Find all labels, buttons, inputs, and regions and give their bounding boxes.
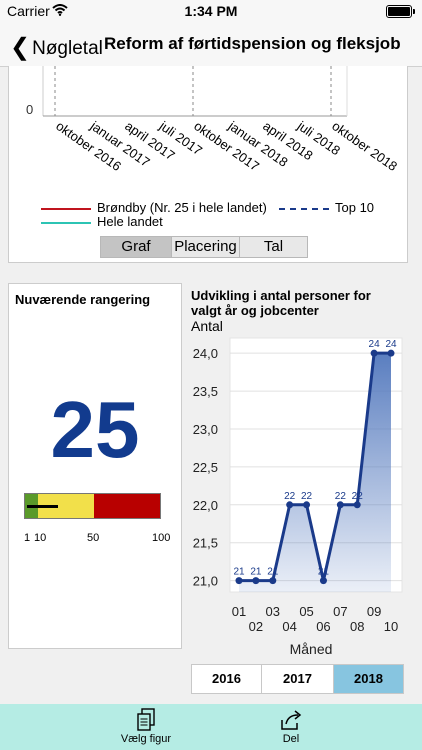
y-tick-label: 23,5 bbox=[193, 384, 218, 399]
legend-item-top10: Top 10 bbox=[279, 200, 374, 215]
scale-label-1: 1 bbox=[24, 532, 31, 544]
legend-label: Hele landet bbox=[97, 214, 163, 229]
ranking-value: 25 bbox=[50, 385, 140, 474]
tab-choose-figure[interactable]: Vælg figur bbox=[96, 706, 196, 745]
back-button[interactable]: ❮ Nøgletal bbox=[10, 32, 103, 61]
data-label: 24 bbox=[385, 339, 397, 350]
y-tick-label: 23,0 bbox=[193, 422, 218, 437]
scale-label-50: 50 bbox=[87, 532, 100, 544]
ranking-marker bbox=[27, 505, 58, 508]
legend-swatch-top10 bbox=[279, 207, 329, 210]
data-label: 24 bbox=[369, 339, 381, 350]
page-title: Reform af førtidspension og fleksjob bbox=[104, 34, 401, 53]
y-tick-label: 24,0 bbox=[193, 346, 218, 361]
legend-label: Brøndby (Nr. 25 i hele landet) bbox=[97, 200, 267, 215]
chart-y-label: Antal bbox=[191, 318, 223, 334]
navigation-bar: ❮ Nøgletal Reform af førtidspension og fl… bbox=[0, 22, 422, 67]
chart-title: Udvikling i antal personer for valgt år … bbox=[191, 288, 371, 318]
legend-item-brondby: Brøndby (Nr. 25 i hele landet) bbox=[41, 200, 267, 215]
data-point bbox=[353, 501, 361, 509]
scale-label-100: 100 bbox=[152, 532, 171, 544]
battery-icon bbox=[386, 5, 415, 18]
y-tick-label: 21,0 bbox=[193, 574, 218, 589]
data-label: 22 bbox=[352, 491, 364, 502]
legend-item-hele-landet: Hele landet bbox=[41, 214, 163, 229]
back-label: Nøgletal bbox=[32, 38, 103, 59]
legend-swatch-hele-landet bbox=[41, 221, 91, 224]
legend-swatch-brondby bbox=[41, 207, 91, 210]
x-tick-label: 09 bbox=[367, 604, 381, 619]
y-tick-label: 22,5 bbox=[193, 460, 218, 475]
tab-share[interactable]: Del bbox=[241, 706, 341, 745]
series-line bbox=[239, 351, 391, 583]
year-2016[interactable]: 2016 bbox=[191, 664, 262, 694]
x-tick-label: 06 bbox=[316, 619, 330, 634]
legend-label: Top 10 bbox=[335, 200, 375, 215]
top-chart-panel: 0 oktober 2016 januar 2017 april 2017 juli … bbox=[8, 66, 408, 263]
scale-label-10: 10 bbox=[34, 532, 47, 544]
data-point bbox=[370, 349, 378, 357]
data-label: 21 bbox=[318, 567, 330, 578]
zone-bottom bbox=[94, 494, 160, 518]
tab-label: Del bbox=[282, 733, 300, 745]
data-point bbox=[269, 577, 277, 585]
chevron-left-icon: ❮ bbox=[10, 34, 31, 61]
tab-tal[interactable]: Tal bbox=[239, 236, 308, 258]
data-point bbox=[319, 577, 327, 585]
x-tick-label: 05 bbox=[299, 604, 313, 619]
ranking-scale-bar bbox=[24, 493, 161, 519]
x-tick-label: 01 bbox=[232, 604, 246, 619]
tab-bar: Vælg figur Del bbox=[0, 704, 422, 750]
data-point bbox=[286, 501, 294, 509]
x-tick-label: 02 bbox=[249, 619, 263, 634]
carrier-label: Carrier bbox=[7, 3, 50, 19]
ranking-panel: Nuværende rangering 25 1 10 50 100 bbox=[8, 283, 182, 649]
x-tick-label: 10 bbox=[384, 619, 398, 634]
data-point bbox=[303, 501, 311, 509]
x-tick-label: 07 bbox=[333, 604, 347, 619]
year-2018[interactable]: 2018 bbox=[333, 664, 404, 694]
y-tick-label: 22,0 bbox=[193, 498, 218, 513]
share-icon bbox=[281, 710, 302, 730]
status-bar: Carrier 1:34 PM bbox=[0, 0, 422, 22]
data-label: 22 bbox=[301, 491, 313, 502]
wifi-icon bbox=[52, 4, 68, 16]
data-label: 21 bbox=[267, 567, 279, 578]
ranking-title: Nuværende rangering bbox=[15, 292, 151, 307]
series-area bbox=[239, 353, 391, 592]
data-label: 22 bbox=[335, 491, 347, 502]
x-tick-label: 04 bbox=[282, 619, 296, 634]
clock: 1:34 PM bbox=[184, 3, 238, 19]
data-point bbox=[387, 349, 395, 357]
x-tick-label: 03 bbox=[266, 604, 280, 619]
data-label: 22 bbox=[284, 491, 296, 502]
tab-placering[interactable]: Placering bbox=[171, 236, 240, 258]
tab-label: Vælg figur bbox=[120, 733, 172, 745]
data-label: 21 bbox=[250, 567, 262, 578]
data-point bbox=[252, 577, 260, 585]
development-chart: 21,0 21,5 22,0 22,5 23,0 23,5 24,0 21 21 21 22 22 21… bbox=[193, 337, 403, 657]
tab-graf[interactable]: Graf bbox=[100, 236, 172, 258]
document-icon bbox=[137, 708, 155, 731]
top-chart-y-zero: 0 bbox=[26, 102, 33, 117]
data-point bbox=[336, 501, 344, 509]
year-2017[interactable]: 2017 bbox=[261, 664, 334, 694]
x-axis-label: Måned bbox=[290, 641, 333, 657]
y-tick-label: 21,5 bbox=[193, 536, 218, 551]
data-point bbox=[235, 577, 243, 585]
x-tick-label: 08 bbox=[350, 619, 364, 634]
data-label: 21 bbox=[233, 567, 245, 578]
